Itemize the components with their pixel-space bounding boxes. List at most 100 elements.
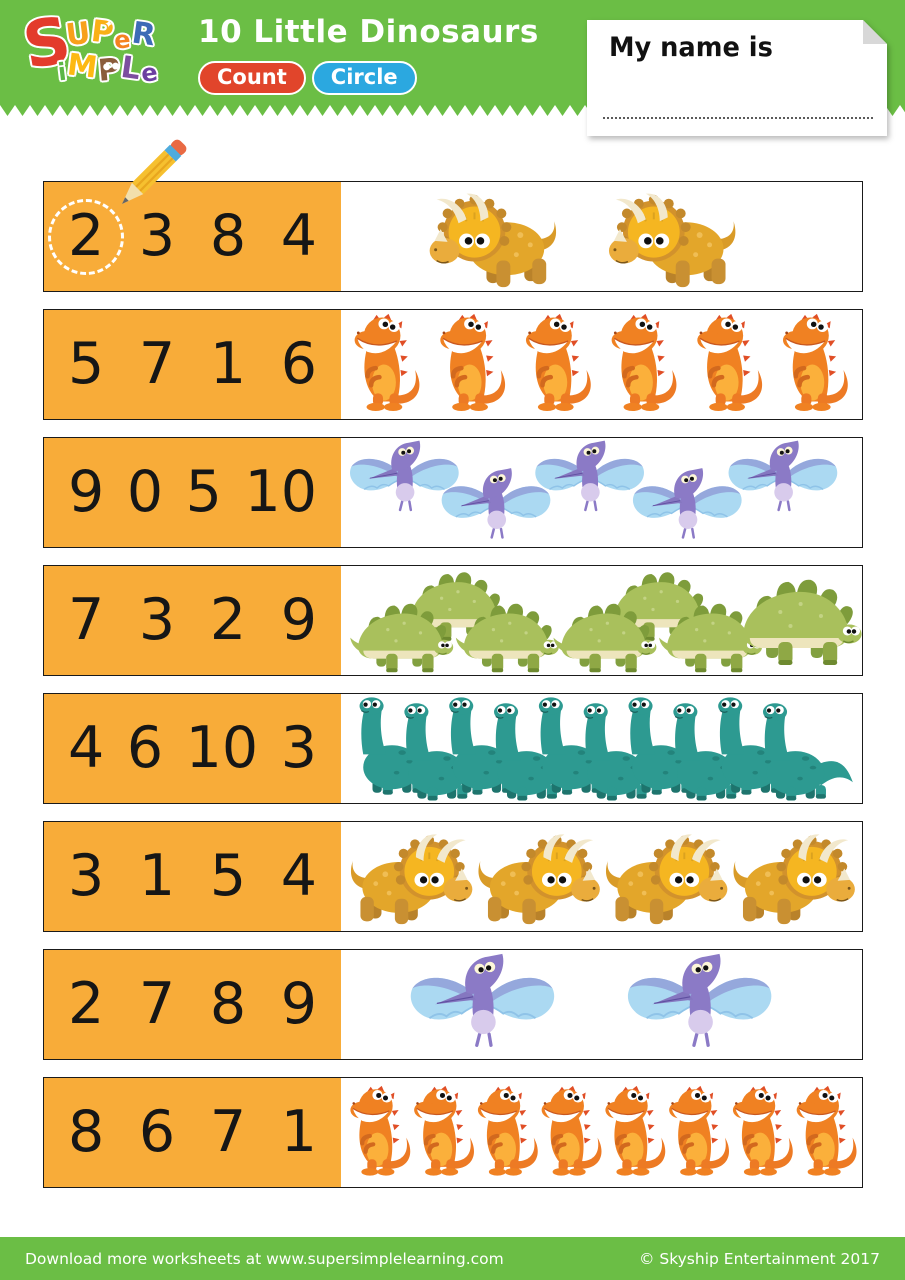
ptero-icon (727, 439, 839, 512)
ptero-icon (626, 952, 773, 1047)
count-option-number: 9 (68, 459, 105, 525)
count-option-number: 1 (209, 331, 247, 397)
trex-icon (669, 1086, 729, 1176)
count-option-number: 4 (68, 715, 105, 781)
count-option-number: 1 (138, 843, 176, 909)
dino-area (341, 310, 862, 419)
trex-icon (697, 314, 762, 411)
triceratops-icon (349, 833, 474, 926)
dino-area (341, 182, 862, 291)
pencil-icon (122, 139, 187, 204)
trex-icon (605, 1086, 665, 1176)
trex-icon (414, 1086, 474, 1176)
count-option-number: 4 (280, 843, 317, 909)
ptero-icon (534, 439, 646, 512)
trex-icon (542, 1086, 602, 1176)
logo-letter: P ✦ (89, 13, 116, 52)
dino-area (341, 822, 862, 931)
logo-word-super: U P ✦ e R (63, 12, 158, 55)
count-option-number: 3 (280, 715, 317, 781)
triceratops-icon (477, 833, 601, 926)
page-fold-corner-icon (863, 20, 887, 44)
name-label: My name is (609, 32, 773, 63)
trex-icon (350, 1086, 410, 1176)
worksheet-rows: 2 3 8 4 5 7 1 6 9 0 5 10 7 3 2 9 4 6 10 3 3 1 5 4 2 7 8 9 8 6 7 1 (43, 181, 863, 1205)
circle-badge: Circle (311, 61, 417, 95)
dino-area (341, 694, 862, 803)
ptero-icon (440, 466, 552, 539)
count-option-number: 5 (68, 331, 105, 397)
footer-copyright: © Skyship Entertainment 2017 (638, 1249, 880, 1268)
count-option-number: 7 (68, 587, 105, 653)
count-option-number: 7 (138, 971, 176, 1037)
count-option-number: 7 (209, 1099, 247, 1165)
trex-icon (355, 314, 420, 411)
logo-letter: e (139, 57, 160, 88)
dashed-circle-mark (48, 198, 125, 275)
worksheet-row: 9 0 5 10 (43, 437, 863, 548)
count-option-number: 2 (48, 198, 125, 275)
owl-eyes-icon: ●● (102, 61, 122, 73)
count-option-number: 2 (68, 971, 105, 1037)
triceratops-icon (428, 192, 558, 289)
count-option-number: 4 (280, 203, 317, 269)
count-option-number: 7 (138, 331, 176, 397)
count-badge: Count (198, 61, 306, 95)
worksheet-title: 10 Little Dinosaurs (198, 14, 539, 50)
count-option-number: 6 (280, 331, 317, 397)
dino-area (341, 566, 862, 675)
trex-icon (478, 1086, 538, 1176)
count-option-number: 0 (126, 459, 164, 525)
count-option-number: 5 (209, 843, 247, 909)
count-option-number: 8 (68, 1099, 105, 1165)
logo-letter: M (65, 47, 100, 86)
trex-icon (783, 314, 848, 411)
count-option-number: 9 (280, 587, 317, 653)
footer: Download more worksheets at www.supersim… (0, 1237, 905, 1280)
numbers-panel: 4 6 10 3 (44, 694, 341, 803)
footer-download-text: Download more worksheets at www.supersim… (25, 1249, 504, 1268)
trex-icon (797, 1086, 857, 1176)
badges: Count Circle (198, 61, 417, 95)
count-option-number: 1 (280, 1099, 317, 1165)
dino-area (341, 438, 862, 547)
count-option-number: 3 (138, 203, 176, 269)
count-option-number: 2 (209, 587, 247, 653)
count-option-number: 3 (138, 587, 176, 653)
triceratops-icon (605, 833, 729, 926)
count-option-number: 5 (185, 459, 222, 525)
trex-icon (612, 314, 677, 411)
count-option-number: 8 (209, 203, 247, 269)
count-option-number: 6 (138, 1099, 176, 1165)
triceratops-icon (607, 192, 737, 289)
count-option-number: 9 (280, 971, 317, 1037)
ptero-icon (631, 466, 743, 539)
logo-letter: R (129, 15, 158, 54)
name-write-line (603, 117, 873, 119)
logo-letter: U (63, 15, 93, 54)
dino-area (341, 950, 862, 1059)
count-option-number: 10 (185, 715, 259, 781)
count-option-number: 8 (209, 971, 247, 1037)
ptero-icon (409, 952, 556, 1047)
logo-letter: L (118, 49, 143, 88)
count-option-number: 10 (244, 459, 317, 525)
trex-icon (733, 1086, 793, 1176)
trex-icon (526, 314, 591, 411)
count-option-number: 6 (126, 715, 164, 781)
name-paper: My name is (587, 20, 887, 136)
dino-area (341, 1078, 862, 1187)
